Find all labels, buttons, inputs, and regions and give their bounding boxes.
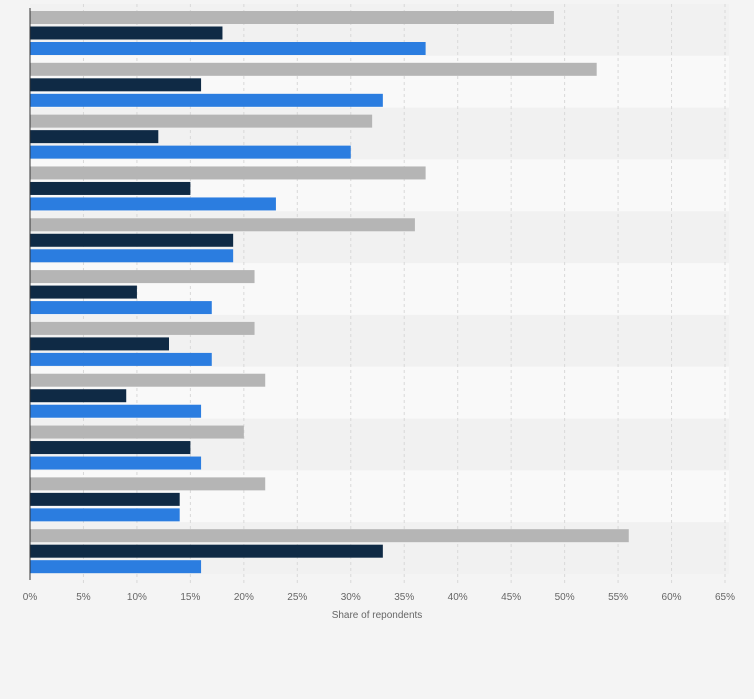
bar <box>30 114 373 128</box>
x-tick-label: 65% <box>715 592 735 603</box>
x-tick-label: 30% <box>341 592 361 603</box>
bar <box>30 270 255 284</box>
x-axis-title: Share of repondents <box>332 610 423 621</box>
bar <box>30 93 383 107</box>
bar <box>30 197 276 211</box>
x-tick-labels: 0% 5% 10% 15% 20% 25% 30% 35% 40% 45% 50% 55% 60% 65% <box>23 592 735 603</box>
bar <box>30 130 159 144</box>
bar <box>30 218 415 232</box>
bar <box>30 181 191 195</box>
x-tick-label: 45% <box>501 592 521 603</box>
x-tick-label: 35% <box>394 592 414 603</box>
bar <box>30 337 169 351</box>
bar <box>30 42 426 55</box>
bar <box>30 441 191 455</box>
bar <box>30 373 266 387</box>
bar <box>30 321 255 335</box>
bars <box>30 11 629 574</box>
bar <box>30 285 137 299</box>
bar <box>30 352 212 366</box>
bar <box>30 166 426 180</box>
bar <box>30 233 234 247</box>
bar <box>30 26 223 40</box>
x-tick-label: 0% <box>23 592 38 603</box>
bar <box>30 78 202 92</box>
x-tick-label: 25% <box>287 592 307 603</box>
bar <box>30 62 597 76</box>
bar <box>30 404 202 418</box>
x-tick-label: 10% <box>127 592 147 603</box>
bar <box>30 145 351 159</box>
x-tick-label: 50% <box>555 592 575 603</box>
bar <box>30 425 244 439</box>
bar <box>30 301 212 315</box>
x-tick-label: 60% <box>662 592 682 603</box>
bar <box>30 544 383 558</box>
bar <box>30 389 127 403</box>
bar <box>30 492 180 506</box>
x-tick-label: 15% <box>180 592 200 603</box>
bar <box>30 11 554 24</box>
bar <box>30 529 629 543</box>
bar <box>30 249 234 263</box>
x-tick-label: 40% <box>448 592 468 603</box>
bar <box>30 477 266 491</box>
x-tick-label: 20% <box>234 592 254 603</box>
bar <box>30 560 202 574</box>
bar <box>30 508 180 522</box>
bar <box>30 456 202 470</box>
x-tick-label: 55% <box>608 592 628 603</box>
x-tick-label: 5% <box>76 592 91 603</box>
